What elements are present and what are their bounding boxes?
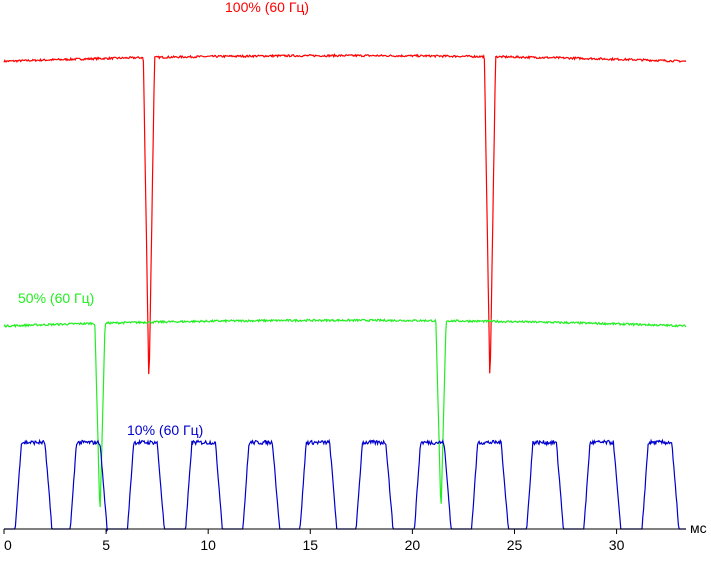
x-axis-label: мс <box>690 520 707 536</box>
series-label-10: 10% (60 Гц) <box>127 422 203 438</box>
x-axis: мс 0 5 10 15 20 25 30 <box>3 520 707 553</box>
x-tick-label: 30 <box>609 537 625 553</box>
series-label-100: 100% (60 Гц) <box>225 0 309 15</box>
x-tick-label: 5 <box>102 537 110 553</box>
series-labels: 100% (60 Гц) 50% (60 Гц) 10% (60 Гц) <box>18 0 309 438</box>
x-tick-label: 25 <box>507 537 523 553</box>
series-line <box>3 53 687 375</box>
series-line <box>4 438 686 533</box>
x-tick-label: 15 <box>302 537 318 553</box>
series-line <box>3 318 687 508</box>
x-tick-label: 20 <box>405 537 421 553</box>
series-layer <box>3 53 687 533</box>
series-label-50: 50% (60 Гц) <box>18 290 94 306</box>
x-tick-label: 10 <box>200 537 216 553</box>
x-tick-label: 0 <box>4 537 12 553</box>
